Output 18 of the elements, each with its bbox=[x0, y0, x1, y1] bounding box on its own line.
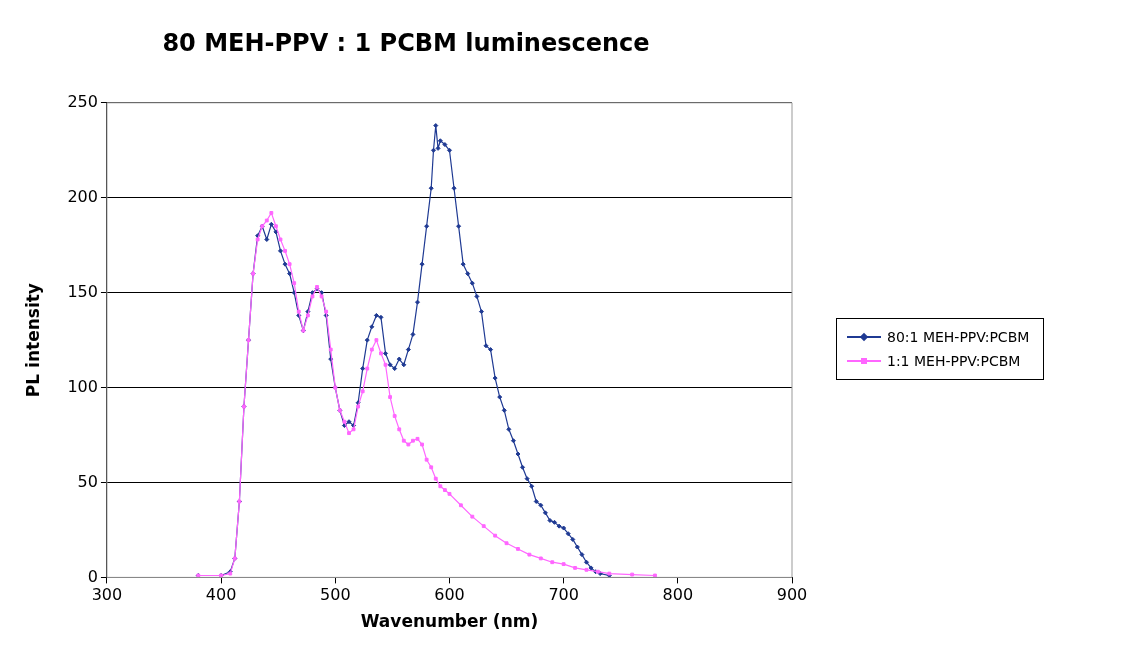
legend-label: 80:1 MEH-PPV:PCBM bbox=[887, 329, 1030, 345]
x-tick-label: 700 bbox=[548, 585, 579, 605]
x-tick-label: 600 bbox=[434, 585, 465, 605]
y-tick-label: 50 bbox=[77, 471, 98, 491]
x-tick-label: 800 bbox=[662, 585, 694, 605]
x-tick-label: 400 bbox=[205, 585, 237, 605]
x-tick-label: 500 bbox=[320, 585, 351, 605]
y-tick-label: 150 bbox=[67, 281, 98, 301]
y-axis-title: PL intensity bbox=[22, 283, 43, 398]
x-axis-title: Wavenumber (nm) bbox=[360, 611, 539, 632]
x-tick-label: 900 bbox=[776, 585, 808, 605]
y-tick-label: 250 bbox=[67, 91, 98, 111]
chart-title: 80 MEH-PPV : 1 PCBM luminescence bbox=[162, 28, 650, 57]
y-tick-label: 200 bbox=[67, 186, 98, 206]
y-tick-label: 0 bbox=[87, 566, 98, 586]
y-tick-label: 100 bbox=[67, 376, 98, 396]
x-tick-label: 300 bbox=[91, 585, 123, 605]
legend-label: 1:1 MEH-PPV:PCBM bbox=[887, 353, 1021, 369]
